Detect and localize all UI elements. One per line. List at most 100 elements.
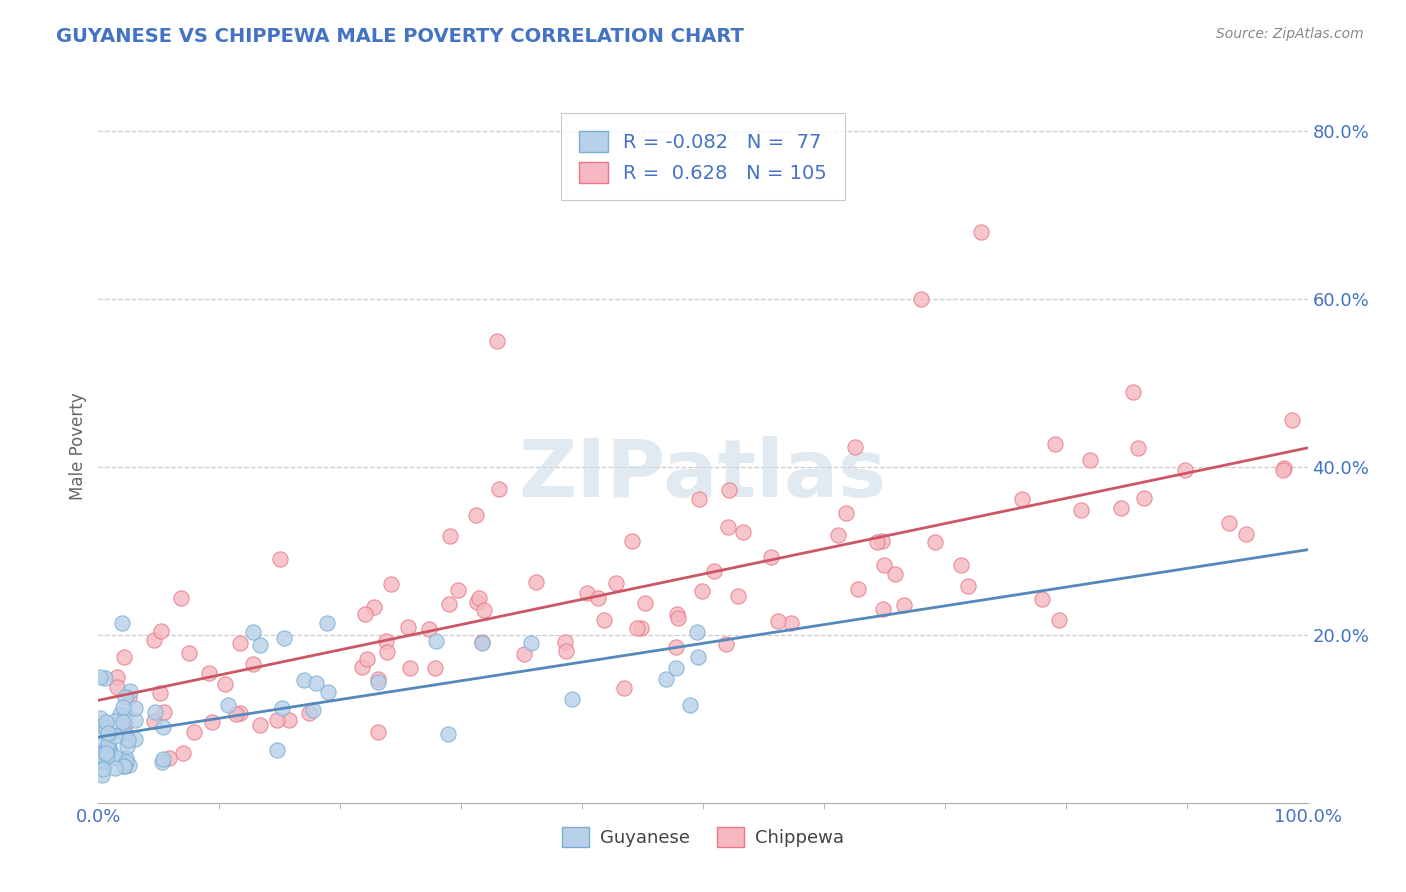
Point bbox=[375, 633, 398, 648]
Point bbox=[561, 691, 583, 706]
Point bbox=[305, 675, 328, 690]
Point bbox=[468, 591, 491, 605]
Point bbox=[149, 686, 172, 700]
Point bbox=[94, 714, 117, 729]
Point bbox=[114, 717, 136, 731]
Point bbox=[104, 761, 127, 775]
Point bbox=[418, 622, 440, 636]
Point bbox=[107, 670, 129, 684]
Point bbox=[613, 681, 636, 695]
Point bbox=[229, 706, 252, 720]
Point bbox=[1078, 452, 1101, 467]
Point bbox=[170, 591, 193, 606]
Point bbox=[89, 738, 111, 752]
Point bbox=[471, 634, 494, 648]
Point bbox=[630, 621, 652, 635]
Point bbox=[90, 760, 112, 774]
Point bbox=[114, 756, 136, 770]
Point bbox=[1272, 460, 1295, 475]
Point bbox=[957, 579, 980, 593]
Point bbox=[114, 690, 136, 704]
Point bbox=[717, 520, 740, 534]
Text: GUYANESE VS CHIPPEWA MALE POVERTY CORRELATION CHART: GUYANESE VS CHIPPEWA MALE POVERTY CORREL… bbox=[56, 27, 744, 45]
Point bbox=[665, 640, 688, 654]
Point bbox=[1031, 592, 1053, 607]
Point bbox=[117, 733, 139, 747]
Point bbox=[111, 616, 134, 631]
Point bbox=[1133, 491, 1156, 505]
Point bbox=[152, 720, 174, 734]
Point bbox=[872, 601, 894, 615]
Point bbox=[703, 564, 725, 578]
Point bbox=[439, 529, 461, 543]
Point bbox=[104, 714, 127, 729]
Point bbox=[150, 755, 173, 769]
Point bbox=[201, 714, 224, 729]
Point bbox=[91, 747, 114, 762]
Point bbox=[423, 660, 446, 674]
Point bbox=[666, 607, 689, 621]
Point bbox=[356, 652, 378, 666]
Point bbox=[197, 666, 219, 681]
Point bbox=[884, 566, 907, 581]
Y-axis label: Male Poverty: Male Poverty bbox=[69, 392, 87, 500]
Point bbox=[298, 706, 321, 721]
Point bbox=[112, 714, 135, 729]
Point bbox=[97, 736, 120, 750]
Point bbox=[866, 534, 889, 549]
Point bbox=[112, 759, 135, 773]
Point bbox=[447, 583, 470, 598]
Point bbox=[124, 731, 146, 746]
Point bbox=[112, 726, 135, 740]
Point bbox=[183, 724, 205, 739]
Point bbox=[96, 748, 118, 763]
Point bbox=[94, 671, 117, 685]
Point bbox=[152, 752, 174, 766]
Point bbox=[513, 647, 536, 661]
Point bbox=[225, 706, 247, 721]
Point bbox=[143, 706, 166, 720]
Point bbox=[97, 746, 120, 760]
Point bbox=[292, 673, 315, 688]
Point bbox=[465, 508, 488, 522]
Point bbox=[471, 636, 494, 650]
Point bbox=[124, 701, 146, 715]
Point bbox=[117, 758, 139, 772]
Point bbox=[120, 683, 142, 698]
Point bbox=[266, 743, 288, 757]
Point bbox=[621, 533, 644, 548]
Point bbox=[316, 685, 339, 699]
Point bbox=[575, 586, 598, 600]
Point bbox=[686, 649, 709, 664]
Point bbox=[870, 534, 893, 549]
Point bbox=[970, 225, 993, 239]
Point bbox=[108, 707, 131, 722]
Point bbox=[910, 292, 932, 306]
Point bbox=[367, 725, 389, 739]
Point bbox=[655, 672, 678, 686]
Point bbox=[153, 705, 176, 719]
Point bbox=[488, 482, 510, 496]
Point bbox=[249, 638, 271, 652]
Point bbox=[93, 743, 115, 757]
Point bbox=[352, 660, 374, 674]
Point bbox=[1011, 491, 1033, 506]
Point bbox=[1043, 436, 1066, 450]
Point bbox=[93, 762, 115, 776]
Text: ZIPatlas: ZIPatlas bbox=[519, 435, 887, 514]
Point bbox=[105, 681, 128, 695]
Point bbox=[716, 637, 738, 651]
Point bbox=[768, 614, 790, 628]
Point bbox=[270, 701, 292, 715]
Point bbox=[104, 729, 127, 743]
Point bbox=[1174, 463, 1197, 477]
Point bbox=[242, 657, 264, 672]
Point bbox=[554, 635, 576, 649]
Point bbox=[634, 596, 657, 610]
Point bbox=[437, 597, 460, 611]
Point bbox=[731, 525, 754, 540]
Point bbox=[111, 700, 134, 714]
Point bbox=[1281, 413, 1303, 427]
Point bbox=[269, 552, 291, 566]
Point bbox=[1111, 500, 1133, 515]
